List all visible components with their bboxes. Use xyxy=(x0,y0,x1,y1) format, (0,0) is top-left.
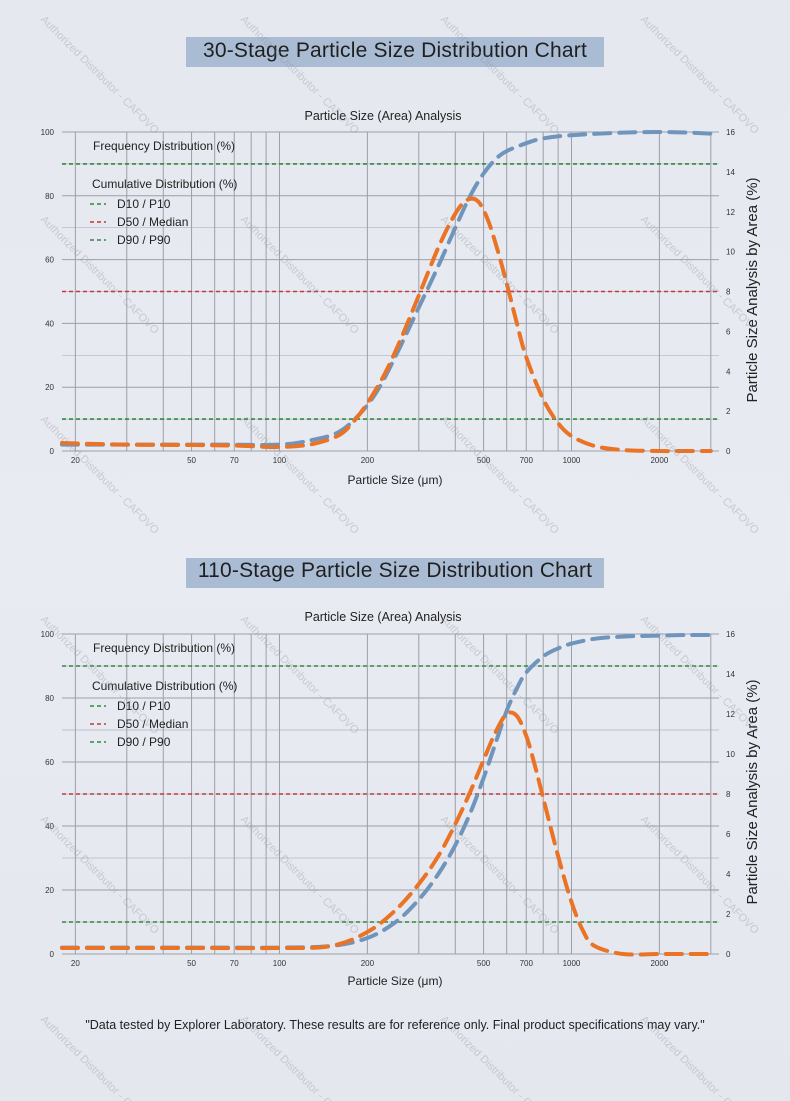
chart-1-y-tick-label: 100 xyxy=(41,128,55,137)
chart-1-y2-tick-label: 10 xyxy=(726,248,735,257)
chart-1-y-tick-label: 20 xyxy=(45,383,54,392)
chart-2-title-banner xyxy=(186,558,604,588)
chart-1-y2-tick-label: 4 xyxy=(726,367,731,376)
chart-2-legend-cumulative: Cumulative Distribution (%) xyxy=(92,679,237,693)
chart-1-frequency-series-line xyxy=(60,196,713,454)
chart-1-heading: 30-Stage Particle Size Distribution Char… xyxy=(202,39,588,62)
chart-2-y2-tick-label: 16 xyxy=(726,630,735,639)
footnote: "Data tested by Explorer Laboratory. The… xyxy=(85,1018,705,1032)
chart-2-x-tick-label: 200 xyxy=(361,959,375,968)
chart-2-y-tick-label: 60 xyxy=(45,758,54,767)
chart-2-y2-tick-label: 4 xyxy=(726,870,731,879)
chart-2-y-tick-label: 40 xyxy=(45,822,54,831)
chart-2-x-axis-label: Particle Size (μm) xyxy=(348,974,443,988)
chart-1-y2-tick-label: 8 xyxy=(726,288,731,297)
chart-2-legend-label-d50: D50 / Median xyxy=(117,717,188,731)
chart-1-x-tick-label: 700 xyxy=(520,456,534,465)
chart-2-x-tick-label: 50 xyxy=(187,959,196,968)
chart-2-x-tick-label: 70 xyxy=(230,959,239,968)
chart-2-y2-tick-label: 2 xyxy=(726,910,731,919)
chart-1-x-axis-label: Particle Size (μm) xyxy=(348,473,443,487)
chart-1-x-tick-label: 70 xyxy=(230,456,239,465)
chart-1-x-tick-label: 1000 xyxy=(563,456,581,465)
chart-2-y-tick-label: 100 xyxy=(41,630,55,639)
chart-2-x-tick-label: 20 xyxy=(71,959,80,968)
chart-1-y-tick-label: 80 xyxy=(45,192,54,201)
chart-2-x-tick-label: 100 xyxy=(273,959,287,968)
chart-1-y2-tick-label: 12 xyxy=(726,208,735,217)
chart-1-y2-tick-label: 16 xyxy=(726,128,735,137)
chart-1-y2-tick-label: 14 xyxy=(726,168,735,177)
chart-2-y-tick-label: 80 xyxy=(45,694,54,703)
chart-1-legend-cumulative: Cumulative Distribution (%) xyxy=(92,177,237,191)
chart-1-y2-tick-label: 0 xyxy=(726,447,731,456)
chart-1-y2-tick-label: 2 xyxy=(726,407,731,416)
chart-2-y2-tick-label: 10 xyxy=(726,750,735,759)
chart-1-x-tick-label: 200 xyxy=(361,456,375,465)
chart-1-x-tick-label: 500 xyxy=(477,456,491,465)
chart-2-legend-frequency: Frequency Distribution (%) xyxy=(93,641,235,655)
chart-1-x-tick-label: 100 xyxy=(273,456,287,465)
chart-2-heading: 110-Stage Particle Size Distribution Cha… xyxy=(197,559,593,582)
chart-1-legend-label-d10: D10 / P10 xyxy=(117,197,171,211)
chart-2-x-tick-label: 1000 xyxy=(563,959,581,968)
chart-1-legend-label-d50: D50 / Median xyxy=(117,215,188,229)
chart-2-y-tick-label: 20 xyxy=(45,886,54,895)
chart-2-y2-tick-label: 12 xyxy=(726,710,735,719)
chart-2-y2-axis-label: Particle Size Analysis by Area (%) xyxy=(744,679,761,904)
chart-1-x-tick-label: 2000 xyxy=(650,456,668,465)
chart-1-x-tick-label: 20 xyxy=(71,456,80,465)
chart-1-y-tick-label: 60 xyxy=(45,256,54,265)
chart-2-y2-tick-label: 8 xyxy=(726,790,731,799)
chart-1-cumulative-series-line xyxy=(60,129,713,447)
chart-2-plot-title: Particle Size (Area) Analysis xyxy=(304,610,462,624)
chart-1-x-tick-label: 50 xyxy=(187,456,196,465)
chart-1-y2-tick-label: 6 xyxy=(726,327,731,336)
chart-1-title-banner xyxy=(186,37,604,67)
chart-2-y2-tick-label: 6 xyxy=(726,830,731,839)
chart-2-frequency-series-line xyxy=(60,710,713,957)
chart-2-y-tick-label: 0 xyxy=(50,950,55,959)
chart-1-legend-label-d90: D90 / P90 xyxy=(117,233,171,247)
chart-1-legend-frequency: Frequency Distribution (%) xyxy=(93,139,235,153)
chart-1-y2-axis-label: Particle Size Analysis by Area (%) xyxy=(744,177,761,402)
chart-2-x-tick-label: 2000 xyxy=(650,959,668,968)
chart-1-plot-title: Particle Size (Area) Analysis xyxy=(304,109,462,123)
chart-2-x-tick-label: 700 xyxy=(520,959,534,968)
chart-2-y2-tick-label: 0 xyxy=(726,950,731,959)
chart-2-y2-tick-label: 14 xyxy=(726,670,735,679)
chart-2-x-tick-label: 500 xyxy=(477,959,491,968)
chart-1-y-tick-label: 0 xyxy=(50,447,55,456)
chart-2-cumulative-series-line xyxy=(60,632,713,950)
chart-1-y-tick-label: 40 xyxy=(45,319,54,328)
chart-2-legend-label-d90: D90 / P90 xyxy=(117,735,171,749)
chart-2-legend-label-d10: D10 / P10 xyxy=(117,699,171,713)
